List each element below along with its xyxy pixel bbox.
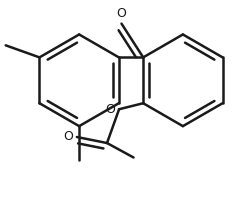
Text: O: O: [106, 103, 116, 116]
Text: O: O: [63, 130, 73, 144]
Text: O: O: [116, 7, 126, 20]
